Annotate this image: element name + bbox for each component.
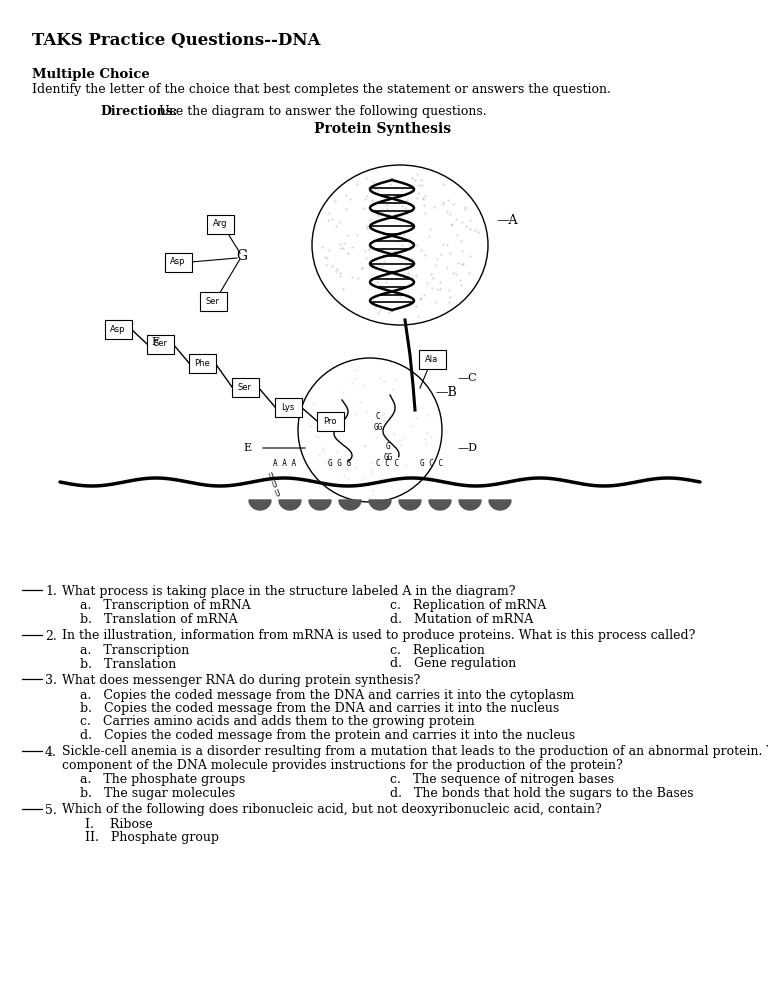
- Text: Ser: Ser: [153, 340, 167, 349]
- Polygon shape: [489, 500, 511, 510]
- Text: What process is taking place in the structure labeled A in the diagram?: What process is taking place in the stru…: [62, 585, 515, 598]
- Text: d.   The bonds that hold the sugars to the Bases: d. The bonds that hold the sugars to the…: [390, 787, 694, 800]
- Text: G
GG: G GG: [383, 442, 392, 461]
- Text: Pro: Pro: [323, 416, 336, 425]
- Text: Phe: Phe: [194, 359, 210, 368]
- Text: 5.: 5.: [45, 803, 57, 816]
- FancyBboxPatch shape: [104, 319, 131, 339]
- Text: d.   Gene regulation: d. Gene regulation: [390, 657, 516, 671]
- Polygon shape: [309, 500, 331, 510]
- FancyBboxPatch shape: [164, 252, 191, 271]
- Text: —A: —A: [496, 214, 518, 227]
- Text: b.   Translation: b. Translation: [80, 657, 176, 671]
- Text: G: G: [237, 249, 247, 263]
- FancyBboxPatch shape: [231, 378, 259, 397]
- Text: —B: —B: [435, 386, 457, 399]
- Polygon shape: [399, 500, 421, 510]
- Polygon shape: [249, 500, 271, 510]
- Text: a.   Copies the coded message from the DNA and carries it into the cytoplasm: a. Copies the coded message from the DNA…: [80, 689, 574, 702]
- Text: a.   The phosphate groups: a. The phosphate groups: [80, 773, 245, 786]
- Text: b.   The sugar molecules: b. The sugar molecules: [80, 787, 235, 800]
- Polygon shape: [279, 500, 301, 510]
- FancyBboxPatch shape: [200, 291, 227, 310]
- Text: A A A: A A A: [273, 459, 296, 468]
- Text: 1.: 1.: [45, 585, 57, 598]
- Text: b.   Copies the coded message from the DNA and carries it into the nucleus: b. Copies the coded message from the DNA…: [80, 702, 559, 715]
- Text: In the illustration, information from mRNA is used to produce proteins. What is : In the illustration, information from mR…: [62, 629, 695, 642]
- Text: Multiple Choice: Multiple Choice: [32, 68, 150, 81]
- Text: Protein Synthesis: Protein Synthesis: [314, 122, 452, 136]
- Text: G G G: G G G: [329, 459, 352, 468]
- Text: a.   Transcription of mRNA: a. Transcription of mRNA: [80, 599, 250, 612]
- FancyBboxPatch shape: [316, 412, 343, 430]
- Text: c.   Carries amino acids and adds them to the growing protein: c. Carries amino acids and adds them to …: [80, 716, 475, 729]
- Text: —C: —C: [458, 373, 478, 383]
- Text: G C C: G C C: [420, 459, 444, 468]
- Text: Ser: Ser: [206, 296, 220, 305]
- Text: II.   Phosphate group: II. Phosphate group: [85, 832, 219, 845]
- Text: Identify the letter of the choice that best completes the statement or answers t: Identify the letter of the choice that b…: [32, 83, 611, 96]
- Polygon shape: [339, 500, 361, 510]
- Text: Sickle-cell anemia is a disorder resulting from a mutation that leads to the pro: Sickle-cell anemia is a disorder resulti…: [62, 746, 768, 758]
- FancyBboxPatch shape: [188, 354, 216, 373]
- Text: U
U
U: U U U: [268, 471, 282, 498]
- Text: E: E: [244, 443, 252, 453]
- Text: c.   Replication of mRNA: c. Replication of mRNA: [390, 599, 546, 612]
- Text: C
GG: C GG: [373, 413, 382, 431]
- Text: TAKS Practice Questions--DNA: TAKS Practice Questions--DNA: [32, 32, 320, 49]
- Text: Directions:: Directions:: [100, 105, 177, 118]
- Text: C C C: C C C: [376, 459, 399, 468]
- Text: —D: —D: [458, 443, 478, 453]
- FancyBboxPatch shape: [147, 335, 174, 354]
- FancyBboxPatch shape: [274, 398, 302, 416]
- Text: F: F: [151, 337, 159, 347]
- Polygon shape: [369, 500, 391, 510]
- Text: Lys: Lys: [281, 403, 295, 412]
- Text: Which of the following does ribonucleic acid, but not deoxyribonucleic acid, con: Which of the following does ribonucleic …: [62, 803, 602, 816]
- Text: What does messenger RNA do during protein synthesis?: What does messenger RNA do during protei…: [62, 674, 420, 687]
- Text: b.   Translation of mRNA: b. Translation of mRNA: [80, 613, 237, 626]
- FancyBboxPatch shape: [419, 350, 445, 369]
- Ellipse shape: [312, 165, 488, 325]
- Text: Asp: Asp: [111, 324, 126, 334]
- Text: c.   Replication: c. Replication: [390, 644, 485, 657]
- Text: 4.: 4.: [45, 746, 57, 758]
- Text: Arg: Arg: [213, 220, 227, 229]
- Text: component of the DNA molecule provides instructions for the production of the pr: component of the DNA molecule provides i…: [62, 759, 623, 772]
- Text: c.   The sequence of nitrogen bases: c. The sequence of nitrogen bases: [390, 773, 614, 786]
- Polygon shape: [429, 500, 451, 510]
- Text: Asp: Asp: [170, 257, 186, 266]
- Text: Use the diagram to answer the following questions.: Use the diagram to answer the following …: [155, 105, 487, 118]
- Text: a.   Transcription: a. Transcription: [80, 644, 189, 657]
- Text: 2.: 2.: [45, 629, 57, 642]
- FancyBboxPatch shape: [207, 215, 233, 234]
- Text: Ala: Ala: [425, 355, 439, 364]
- Text: 3.: 3.: [45, 674, 57, 687]
- Polygon shape: [459, 500, 481, 510]
- Text: Ser: Ser: [238, 383, 252, 392]
- Text: d.   Mutation of mRNA: d. Mutation of mRNA: [390, 613, 533, 626]
- Text: d.   Copies the coded message from the protein and carries it into the nucleus: d. Copies the coded message from the pro…: [80, 729, 575, 742]
- Ellipse shape: [298, 358, 442, 502]
- Text: I.    Ribose: I. Ribose: [85, 818, 153, 831]
